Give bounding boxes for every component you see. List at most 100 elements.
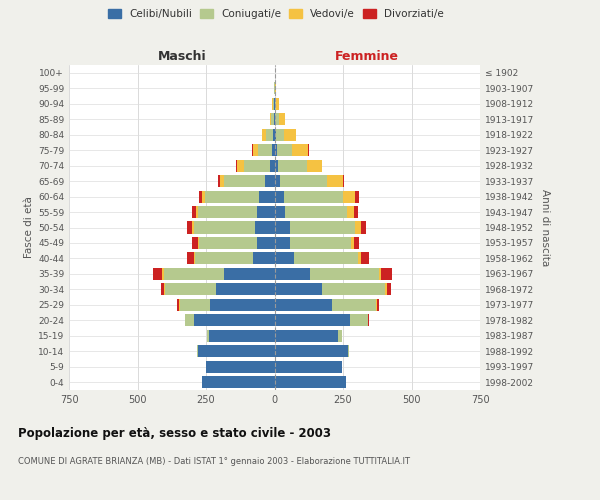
Bar bbox=[275, 190, 284, 202]
Text: COMUNE DI AGRATE BRIANZA (MB) - Dati ISTAT 1° gennaio 2003 - Elaborazione TUTTIT: COMUNE DI AGRATE BRIANZA (MB) - Dati IST… bbox=[18, 458, 410, 466]
Bar bbox=[206, 361, 275, 373]
Bar bbox=[196, 206, 198, 218]
Bar bbox=[275, 284, 322, 296]
Bar bbox=[215, 284, 275, 296]
Bar bbox=[177, 299, 179, 311]
Bar bbox=[257, 237, 275, 249]
Bar bbox=[253, 252, 275, 264]
Bar bbox=[343, 175, 344, 187]
Bar bbox=[208, 330, 209, 342]
Bar bbox=[381, 268, 392, 280]
Legend: Celibi/Nubili, Coniugati/e, Vedovi/e, Divorziati/e: Celibi/Nubili, Coniugati/e, Vedovi/e, Di… bbox=[104, 5, 448, 24]
Bar bbox=[310, 268, 379, 280]
Bar bbox=[193, 237, 198, 249]
Bar bbox=[290, 222, 355, 234]
Bar bbox=[322, 284, 385, 296]
Bar bbox=[343, 190, 355, 202]
Bar bbox=[164, 268, 224, 280]
Bar bbox=[275, 268, 310, 280]
Bar bbox=[292, 144, 308, 156]
Bar bbox=[259, 190, 275, 202]
Bar bbox=[224, 268, 275, 280]
Bar bbox=[244, 160, 269, 172]
Bar bbox=[350, 314, 368, 326]
Bar bbox=[165, 284, 215, 296]
Bar bbox=[199, 237, 257, 249]
Bar bbox=[194, 252, 195, 264]
Bar bbox=[290, 237, 351, 249]
Bar bbox=[275, 128, 276, 140]
Bar bbox=[275, 252, 293, 264]
Bar bbox=[224, 175, 265, 187]
Bar bbox=[193, 206, 196, 218]
Bar bbox=[194, 314, 275, 326]
Bar bbox=[338, 330, 341, 342]
Bar bbox=[256, 222, 275, 234]
Bar bbox=[275, 144, 277, 156]
Bar bbox=[275, 314, 350, 326]
Bar bbox=[195, 252, 253, 264]
Bar bbox=[257, 206, 275, 218]
Bar bbox=[358, 252, 361, 264]
Bar bbox=[326, 175, 343, 187]
Bar bbox=[236, 160, 244, 172]
Bar bbox=[187, 222, 193, 234]
Bar bbox=[277, 98, 278, 110]
Bar bbox=[179, 299, 180, 311]
Bar bbox=[278, 160, 307, 172]
Text: Maschi: Maschi bbox=[158, 50, 206, 62]
Bar bbox=[355, 222, 361, 234]
Bar bbox=[265, 175, 275, 187]
Bar bbox=[293, 252, 358, 264]
Bar bbox=[307, 160, 322, 172]
Bar bbox=[376, 299, 377, 311]
Text: Popolazione per età, sesso e stato civile - 2003: Popolazione per età, sesso e stato civil… bbox=[18, 428, 331, 440]
Bar bbox=[286, 206, 347, 218]
Bar bbox=[361, 222, 366, 234]
Bar bbox=[275, 206, 286, 218]
Bar bbox=[275, 330, 338, 342]
Bar bbox=[284, 190, 343, 202]
Bar bbox=[275, 376, 346, 388]
Bar bbox=[347, 206, 354, 218]
Bar bbox=[275, 237, 290, 249]
Bar bbox=[355, 190, 359, 202]
Bar bbox=[202, 190, 205, 202]
Bar bbox=[194, 222, 256, 234]
Bar bbox=[272, 98, 274, 110]
Bar bbox=[274, 113, 275, 125]
Bar bbox=[185, 314, 194, 326]
Bar bbox=[180, 299, 210, 311]
Bar bbox=[258, 144, 272, 156]
Bar bbox=[275, 361, 341, 373]
Bar bbox=[210, 299, 275, 311]
Bar bbox=[269, 160, 275, 172]
Bar bbox=[275, 113, 278, 125]
Bar bbox=[152, 268, 162, 280]
Bar bbox=[273, 128, 275, 140]
Bar bbox=[332, 299, 376, 311]
Bar bbox=[377, 299, 379, 311]
Bar bbox=[275, 346, 349, 358]
Bar bbox=[193, 222, 194, 234]
Bar bbox=[271, 113, 274, 125]
Bar bbox=[202, 376, 275, 388]
Bar bbox=[351, 237, 354, 249]
Bar bbox=[272, 144, 275, 156]
Bar bbox=[275, 175, 280, 187]
Y-axis label: Fasce di età: Fasce di età bbox=[24, 196, 34, 258]
Bar bbox=[162, 268, 164, 280]
Bar bbox=[187, 252, 194, 264]
Bar bbox=[276, 128, 284, 140]
Bar bbox=[280, 175, 326, 187]
Bar bbox=[275, 299, 332, 311]
Bar bbox=[385, 284, 387, 296]
Bar bbox=[277, 144, 292, 156]
Bar bbox=[198, 237, 199, 249]
Bar bbox=[199, 190, 202, 202]
Bar bbox=[354, 206, 358, 218]
Bar bbox=[164, 284, 165, 296]
Bar bbox=[269, 113, 271, 125]
Y-axis label: Anni di nascita: Anni di nascita bbox=[539, 189, 550, 266]
Bar bbox=[379, 268, 381, 280]
